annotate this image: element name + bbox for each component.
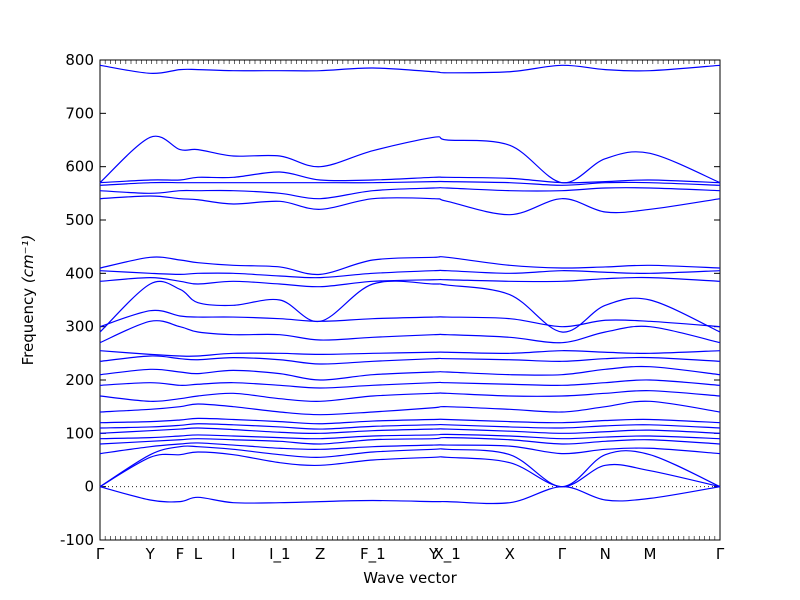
band-line xyxy=(99,365,721,381)
x-tick-label: Γ xyxy=(558,545,567,563)
y-tick-label: 400 xyxy=(65,264,94,282)
x-tick-label: I_1 xyxy=(269,545,290,564)
x-tick-label: X xyxy=(505,545,515,563)
band-line xyxy=(99,423,721,430)
y-axis-label: Frequency (cm⁻¹) xyxy=(19,235,37,366)
band-line xyxy=(99,400,721,416)
plot-area: -100 0 100 200 300 400 500 600 700 800 Γ Y F L I I_1 Z F_… xyxy=(60,51,725,564)
y-tick-label: 100 xyxy=(65,424,94,442)
y-tick-label: 800 xyxy=(65,51,94,69)
band-line xyxy=(99,187,721,200)
band-line xyxy=(99,280,721,333)
x-tick-label: N xyxy=(600,545,611,563)
x-tick-label: F xyxy=(176,545,185,563)
y-tick-label: 500 xyxy=(65,211,94,229)
band-line xyxy=(99,445,721,488)
band-line xyxy=(99,427,721,434)
x-tick-label: M xyxy=(643,545,656,563)
y-tick-label: 300 xyxy=(65,318,94,336)
x-tick-label: X_1 xyxy=(434,545,461,564)
x-tick-label: L xyxy=(194,545,203,563)
band-line xyxy=(99,171,721,184)
band-line xyxy=(99,417,721,425)
y-tick-label: 700 xyxy=(65,104,94,122)
x-tick-label: Y xyxy=(145,545,156,563)
y-tick-label: 0 xyxy=(84,478,94,496)
band-line xyxy=(99,433,721,440)
band-line xyxy=(99,379,721,389)
band-line xyxy=(99,276,721,288)
x-tick-label: Γ xyxy=(96,545,105,563)
band-line xyxy=(99,320,721,344)
band-line xyxy=(99,64,721,75)
band-line xyxy=(99,442,721,455)
x-tick-label: F_1 xyxy=(360,545,386,564)
band-line xyxy=(99,451,721,488)
band-line xyxy=(99,436,721,445)
x-tick-label: I xyxy=(231,545,235,563)
band-line xyxy=(99,135,721,184)
band-line xyxy=(99,486,721,505)
band-line xyxy=(99,256,721,276)
y-axis-label-unit: (cm⁻¹) xyxy=(19,235,37,284)
band-line xyxy=(99,350,721,357)
x-tick-label: Y xyxy=(428,545,439,563)
y-tick-label: 200 xyxy=(65,371,94,389)
band-line xyxy=(99,355,721,365)
x-axis-label: Wave vector xyxy=(363,569,457,587)
y-tick-label: 600 xyxy=(65,158,94,176)
band-line xyxy=(99,309,721,328)
band-line xyxy=(99,390,721,403)
band-line xyxy=(99,195,721,216)
x-tick-label: Z xyxy=(315,545,325,563)
band-line xyxy=(99,269,721,279)
band-line xyxy=(99,180,721,186)
y-tick-label: -100 xyxy=(60,531,94,549)
y-axis-label-text: Frequency xyxy=(19,288,37,366)
x-tick-label: Γ xyxy=(716,545,725,563)
